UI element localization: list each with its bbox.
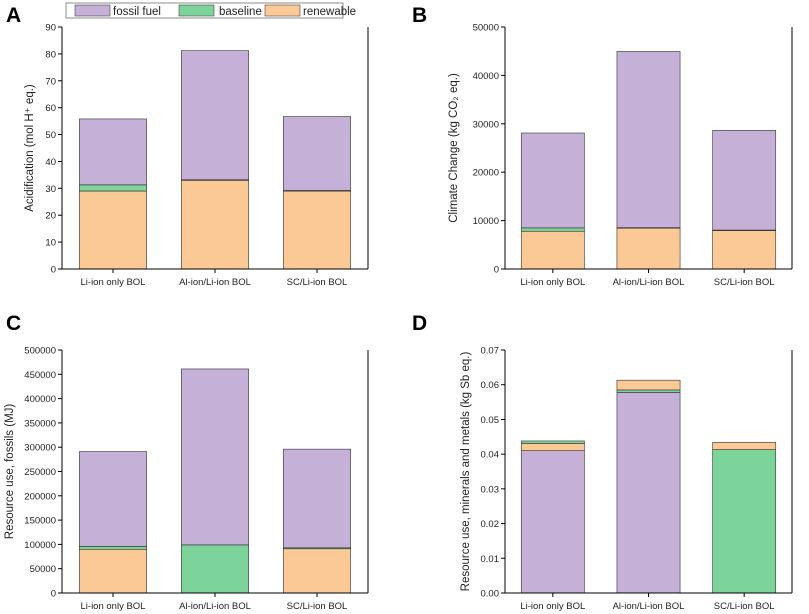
ytick-label-c-1: 50000 <box>30 564 56 575</box>
legend-swatch-renewable <box>264 4 301 17</box>
ytick-label-c-0: 0 <box>51 589 56 600</box>
legend-label-fossil-fuel: fossil fuel <box>113 6 161 18</box>
ytick-label-a-1: 10 <box>45 238 56 249</box>
bar-d-cat2-renewable-3 <box>712 442 777 450</box>
bar-b-cat2-fossil-fuel-2 <box>712 130 777 231</box>
ytick-label-c-10: 500000 <box>24 346 56 357</box>
xtick-label-c-2: SC/Li-ion BOL <box>287 601 348 612</box>
ytick-label-d-0: 0.00 <box>481 589 500 600</box>
ytick-label-c-9: 450000 <box>24 370 56 381</box>
ytick-label-b-5: 50000 <box>473 23 499 34</box>
ytick-label-b-0: 0 <box>494 265 499 276</box>
xtick-label-a-2: SC/Li-ion BOL <box>287 277 348 288</box>
bar-d-cat1-fossil-fuel-0 <box>616 392 681 594</box>
y-axis-title-d: Resource use, minerals and metals (kg Sb… <box>460 351 472 591</box>
ytick-label-d-7: 0.07 <box>481 346 500 357</box>
bar-d-cat0-renewable-1 <box>520 443 585 451</box>
chart-panel-d: 0.00 0.01 0.02 0.03 0.04 0.05 0.06 0.07 Li-ion o… <box>460 346 793 612</box>
ytick-label-a-4: 40 <box>45 157 56 168</box>
ytick-label-c-8: 400000 <box>24 394 56 405</box>
y-axis-title-c: Resource use, fossils (MJ) <box>4 404 16 540</box>
xtick-label-b-1: Al-ion/Li-ion BOL <box>613 277 685 288</box>
bar-b-cat0-fossil-fuel-2 <box>520 132 585 229</box>
ytick-label-a-5: 50 <box>45 130 56 141</box>
xtick-label-d-2: SC/Li-ion BOL <box>714 601 775 612</box>
ytick-label-d-6: 0.06 <box>481 380 500 391</box>
panel-label-b: B <box>412 4 427 27</box>
ytick-label-b-2: 20000 <box>473 168 499 179</box>
xtick-label-b-2: SC/Li-ion BOL <box>714 277 775 288</box>
chart-panel-c: 0 50000 100000 150000 200000 250000 300000 3500… <box>4 346 369 612</box>
bar-b-cat1-fossil-fuel-2 <box>616 51 681 228</box>
bar-a-cat0-renewable-0 <box>79 190 147 270</box>
ytick-label-c-5: 250000 <box>24 467 56 478</box>
ytick-label-c-6: 300000 <box>24 443 56 454</box>
bar-a-cat0-fossil-fuel-2 <box>79 118 147 186</box>
ytick-label-a-7: 70 <box>45 76 56 87</box>
ytick-label-d-3: 0.03 <box>481 484 500 495</box>
xtick-label-c-0: Li-ion only BOL <box>81 601 146 612</box>
panel-label-c: C <box>6 312 21 335</box>
bar-c-cat0-renewable-0 <box>79 548 147 594</box>
chart-panel-a: 0 10 20 30 40 50 60 70 80 90 Li-ion only BOL Al-ion… <box>24 23 369 288</box>
legend-swatch-fossil-fuel <box>74 4 111 17</box>
xtick-label-a-0: Li-ion only BOL <box>81 277 146 288</box>
ytick-label-c-4: 200000 <box>24 491 56 502</box>
bar-c-cat2-renewable-0 <box>283 548 351 594</box>
bar-d-cat1-baseline-2 <box>616 389 681 393</box>
bar-a-cat1-fossil-fuel-2 <box>181 50 249 181</box>
bar-d-cat1-renewable-3 <box>616 379 681 391</box>
ytick-label-a-2: 20 <box>45 211 56 222</box>
ytick-label-a-6: 60 <box>45 103 56 114</box>
ytick-label-c-2: 100000 <box>24 540 56 551</box>
ytick-label-a-0: 0 <box>51 265 56 276</box>
ytick-label-c-7: 350000 <box>24 418 56 429</box>
legend-label-baseline: baseline <box>219 6 262 18</box>
xtick-label-a-1: Al-ion/Li-ion BOL <box>179 277 251 288</box>
bar-c-cat1-fossil-fuel-2 <box>181 368 249 546</box>
bar-d-cat0-baseline-2 <box>520 440 585 444</box>
bar-c-cat0-fossil-fuel-2 <box>79 451 147 547</box>
bar-c-cat1-baseline-1 <box>181 544 249 594</box>
bar-b-cat0-baseline-1 <box>520 227 585 232</box>
bar-c-cat2-fossil-fuel-2 <box>283 448 351 549</box>
ytick-label-a-3: 30 <box>45 184 56 195</box>
bar-a-cat2-fossil-fuel-2 <box>283 116 351 191</box>
bar-b-cat0-renewable-0 <box>520 230 585 270</box>
xtick-label-c-1: Al-ion/Li-ion BOL <box>179 601 251 612</box>
ytick-label-b-1: 10000 <box>473 216 499 227</box>
bar-d-cat0-fossil-fuel-0 <box>520 450 585 594</box>
ytick-label-b-3: 30000 <box>473 119 499 130</box>
ytick-label-d-2: 0.02 <box>481 519 500 530</box>
panel-label-d: D <box>412 312 427 335</box>
bar-d-cat2-baseline-2 <box>712 449 777 594</box>
chart-panel-b: 0 10000 20000 30000 40000 50000 Li-ion only BO… <box>448 23 793 288</box>
ytick-label-d-1: 0.01 <box>481 554 500 565</box>
y-axis-title-a: Acidification (mol H⁺ eq.) <box>24 84 36 212</box>
ytick-label-b-4: 40000 <box>473 71 499 82</box>
legend-label-renewable: renewable <box>303 6 356 18</box>
bar-b-cat1-renewable-0 <box>616 227 681 270</box>
bar-a-cat0-baseline-1 <box>79 184 147 192</box>
y-axis-title-b: Climate Change (kg CO₂ eq.) <box>448 73 460 223</box>
xtick-label-d-0: Li-ion only BOL <box>520 601 585 612</box>
bar-c-cat0-baseline-1 <box>79 546 147 550</box>
panel-label-a: A <box>6 4 21 27</box>
bar-a-cat1-renewable-0 <box>181 179 249 270</box>
ytick-label-c-3: 150000 <box>24 516 56 527</box>
ytick-label-a-8: 80 <box>45 49 56 60</box>
ytick-label-d-5: 0.05 <box>481 415 500 426</box>
legend: fossil fuel baseline renewable <box>65 2 356 19</box>
bar-a-cat2-renewable-0 <box>283 190 351 270</box>
xtick-label-d-1: Al-ion/Li-ion BOL <box>613 601 685 612</box>
legend-swatch-baseline <box>178 4 215 17</box>
ytick-label-a-9: 90 <box>45 23 56 34</box>
ytick-label-d-4: 0.04 <box>481 450 500 461</box>
bar-b-cat2-renewable-0 <box>712 229 777 270</box>
xtick-label-b-0: Li-ion only BOL <box>520 277 585 288</box>
